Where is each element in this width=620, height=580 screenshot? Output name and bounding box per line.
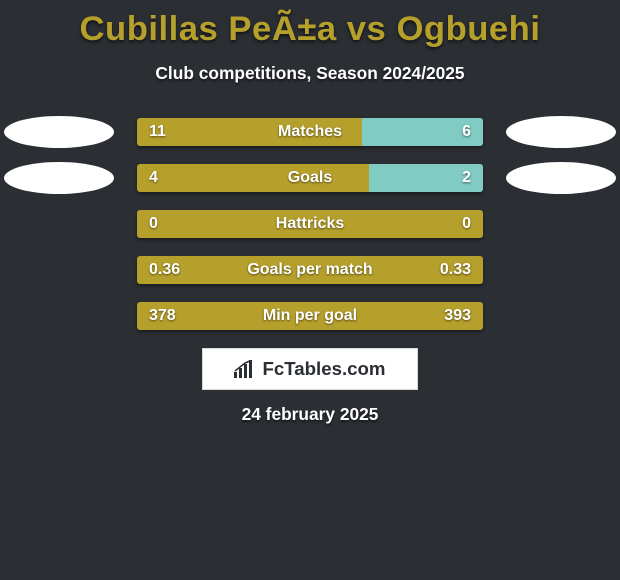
- date-line: 24 february 2025: [0, 404, 620, 425]
- stat-value-left: 378: [149, 307, 176, 325]
- logo-text: FcTables.com: [262, 358, 385, 380]
- stat-row: Goals 4 2: [0, 164, 620, 192]
- stat-label: Hattricks: [276, 215, 344, 233]
- page-title: Cubillas PeÃ±a vs Ogbuehi: [0, 0, 620, 49]
- stat-value-right: 2: [462, 169, 471, 187]
- stat-value-left: 11: [149, 123, 166, 141]
- stat-label: Goals per match: [247, 261, 372, 279]
- stat-bar: Matches 11 6: [137, 118, 483, 146]
- stat-value-right: 393: [444, 307, 471, 325]
- page-subtitle: Club competitions, Season 2024/2025: [0, 63, 620, 84]
- stat-value-right: 0.33: [440, 261, 471, 279]
- stat-row: Hattricks 0 0: [0, 210, 620, 238]
- stat-bar: Goals per match 0.36 0.33: [137, 256, 483, 284]
- stat-value-left: 0.36: [149, 261, 180, 279]
- stat-label: Goals: [288, 169, 332, 187]
- comparison-chart: Matches 11 6 Goals 4 2 Hattricks 0 0 Goals per ma…: [0, 118, 620, 330]
- player-left-avatar: [4, 162, 114, 194]
- barchart-icon: [234, 360, 256, 378]
- player-left-avatar: [4, 116, 114, 148]
- stat-bar: Goals 4 2: [137, 164, 483, 192]
- stat-row: Goals per match 0.36 0.33: [0, 256, 620, 284]
- stat-label: Min per goal: [263, 307, 357, 325]
- stat-value-right: 6: [462, 123, 471, 141]
- stat-bar: Min per goal 378 393: [137, 302, 483, 330]
- player-right-avatar: [506, 162, 616, 194]
- logo-box: FcTables.com: [202, 348, 418, 390]
- stat-row: Matches 11 6: [0, 118, 620, 146]
- stat-bar-left-fill: [137, 164, 369, 192]
- stat-value-left: 4: [149, 169, 158, 187]
- stat-bar: Hattricks 0 0: [137, 210, 483, 238]
- stat-value-right: 0: [462, 215, 471, 233]
- stat-value-left: 0: [149, 215, 158, 233]
- player-right-avatar: [506, 116, 616, 148]
- stat-label: Matches: [278, 123, 342, 141]
- stat-row: Min per goal 378 393: [0, 302, 620, 330]
